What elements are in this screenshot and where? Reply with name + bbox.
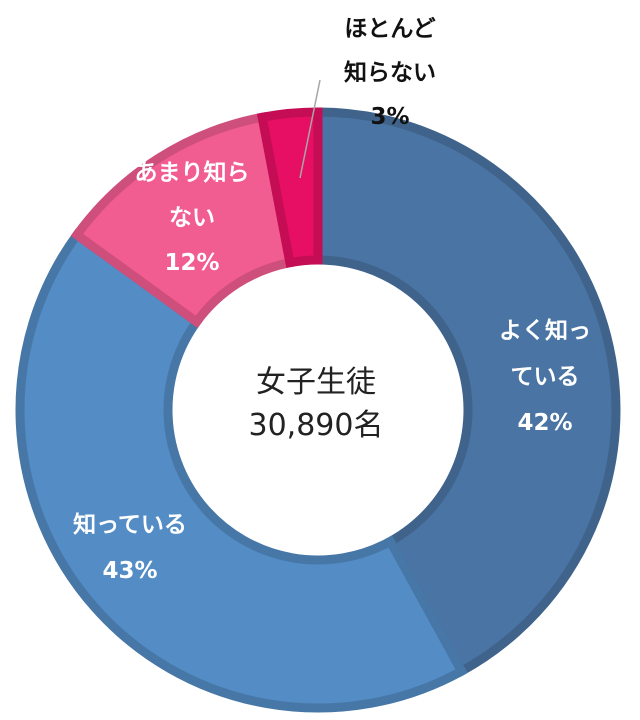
slice-4 <box>256 107 323 268</box>
leader-line-hotondo <box>299 79 321 179</box>
slice-2-label-line-2: 43% <box>102 558 157 584</box>
slice-1-label-line-2: ている <box>511 364 580 390</box>
center-label-line1: 女子生徒 <box>256 365 376 400</box>
slice-3-label-line-1: あまり知ら <box>135 159 250 186</box>
slice-1 <box>313 107 621 678</box>
center-label-line2: 30,890名 <box>249 408 384 443</box>
slice-2 <box>15 228 468 713</box>
slice-1-label-line-3: 42% <box>517 410 572 436</box>
slice-3-label-line-3: 12% <box>164 250 219 276</box>
slice-4-label-line-1: ほとんど <box>344 16 435 42</box>
slice-4-label-line-3: 3% <box>370 104 409 130</box>
donut-slices <box>15 107 621 713</box>
slice-4-label-line-2: 知らない <box>344 59 436 86</box>
slice-2-label-line-1: 知っている <box>73 511 187 538</box>
slice-1-label-line-1: よく知っ <box>499 317 591 344</box>
slice-3-label-line-2: ない <box>169 205 215 231</box>
